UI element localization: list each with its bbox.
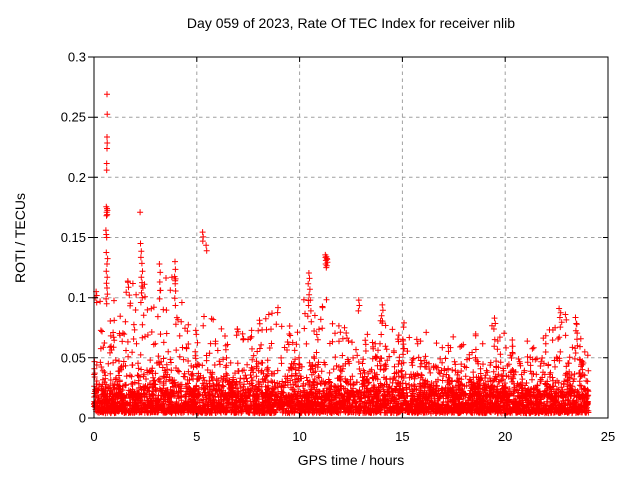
y-tick-label: 0: [79, 411, 86, 426]
data-points: [91, 91, 592, 417]
gridlines: [94, 57, 608, 418]
y-axis-tick-labels: 0 0.05 0.1 0.15 0.2 0.25 0.3: [61, 50, 86, 426]
x-tick-label: 20: [498, 429, 512, 444]
x-tick-label: 10: [292, 429, 306, 444]
y-tick-label: 0.2: [68, 170, 86, 185]
x-tick-label: 15: [395, 429, 409, 444]
x-axis-label: GPS time / hours: [298, 452, 405, 468]
x-axis-tick-labels: 0 5 10 15 20 25: [90, 429, 615, 444]
y-tick-label: 0.05: [61, 350, 86, 365]
chart-title: Day 059 of 2023, Rate Of TEC Index for r…: [187, 15, 515, 31]
y-tick-label: 0.3: [68, 50, 86, 65]
y-tick-label: 0.15: [61, 230, 86, 245]
y-tick-label: 0.1: [68, 290, 86, 305]
tick-path: [88, 56, 609, 419]
x-tick-label: 5: [193, 429, 200, 444]
y-axis-label: ROTI / TECUs: [12, 193, 28, 283]
grid-path: [94, 57, 608, 418]
tick-marks: [88, 56, 609, 419]
x-tick-label: 0: [90, 429, 97, 444]
y-tick-label: 0.25: [61, 110, 86, 125]
scatter-markers: [91, 91, 592, 417]
x-tick-label: 25: [601, 429, 615, 444]
